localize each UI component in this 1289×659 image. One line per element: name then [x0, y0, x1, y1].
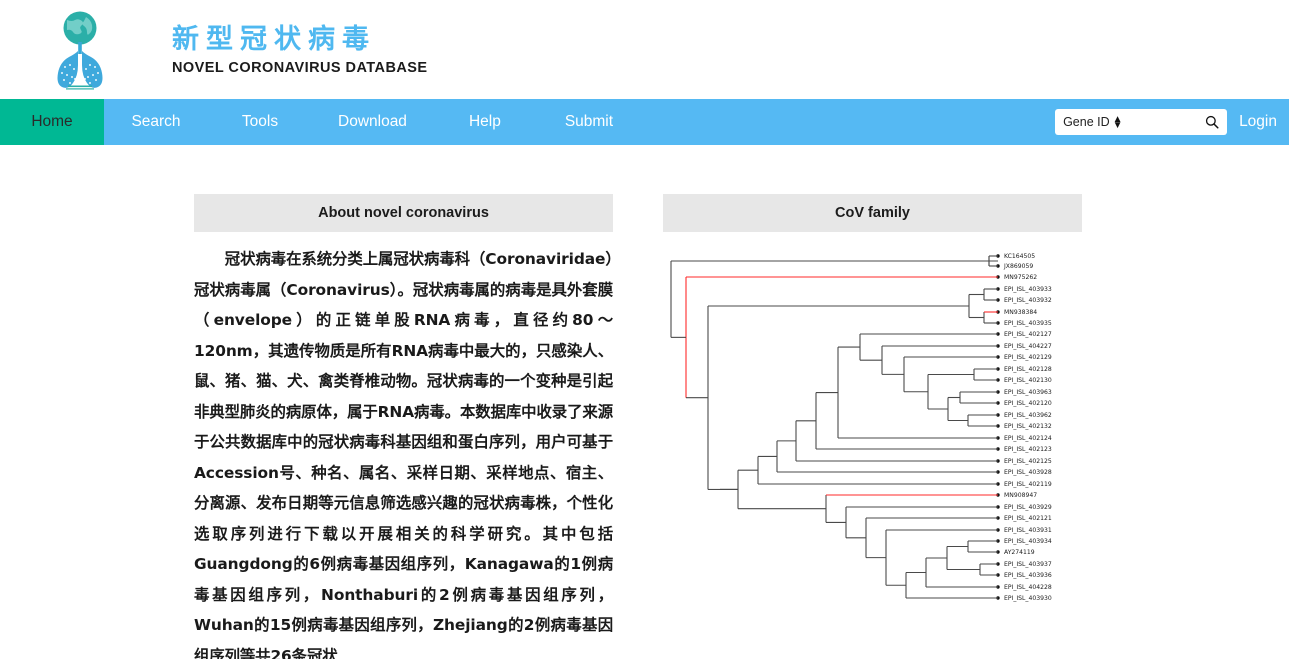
search-type-select[interactable]: Gene ID ▲ ▼ — [1063, 114, 1123, 131]
login-link[interactable]: Login — [1239, 113, 1277, 130]
search-input[interactable] — [1126, 114, 1202, 130]
tree-tip-label: EPI_ISL_403937 — [1004, 561, 1052, 568]
tree-tip-label: MN975262 — [1004, 274, 1037, 281]
page-content: About novel coronavirus 冠状病毒在系统分类上属冠状病毒科… — [0, 145, 1289, 659]
nav-item-search[interactable]: Search — [131, 113, 181, 130]
tree-tip-label: EPI_ISL_403963 — [1004, 389, 1052, 396]
search-box[interactable]: Gene ID ▲ ▼ — [1055, 109, 1228, 135]
nav-items: Home Search Tools Download Help Submit — [0, 99, 641, 145]
tree-tip-label: EPI_ISL_404228 — [1004, 584, 1052, 591]
tree-tip-label: EPI_ISL_403934 — [1004, 538, 1052, 545]
tree-tip-label: EPI_ISL_402129 — [1004, 354, 1052, 361]
phylogenetic-tree-container: KC164505 JX869059 MN975262 EPI_ISL_403933 EP… — [663, 232, 1082, 616]
tree-tip-label: EPI_ISL_403935 — [1004, 320, 1052, 327]
tree-tip-label: EPI_ISL_402130 — [1004, 377, 1052, 384]
site-header: 新型冠状病毒 NOVEL CORONAVIRUS DATABASE — [0, 0, 1289, 99]
tree-tip-label: EPI_ISL_402119 — [1004, 481, 1052, 488]
tree-tip-label: EPI_ISL_402132 — [1004, 423, 1052, 430]
nav-item-tools[interactable]: Tools — [241, 113, 279, 130]
nav-item-download[interactable]: Download — [338, 113, 407, 130]
tree-tip-label: EPI_ISL_403932 — [1004, 297, 1052, 304]
tree-tip-label: EPI_ISL_402124 — [1004, 435, 1052, 442]
tree-tip-label: AY274119 — [1004, 549, 1035, 556]
up-down-spinner-icon: ▲ ▼ — [1112, 114, 1123, 131]
nav-right-group: Gene ID ▲ ▼ Login — [1055, 99, 1289, 145]
about-panel-body: 冠状病毒在系统分类上属冠状病毒科（Coronaviridae）冠状病毒属（Cor… — [194, 250, 613, 659]
about-panel-title: About novel coronavirus — [194, 194, 613, 232]
tree-tip-label: EPI_ISL_403936 — [1004, 572, 1052, 579]
site-logo[interactable] — [30, 9, 130, 91]
tree-tip-label: EPI_ISL_402123 — [1004, 446, 1052, 453]
tree-tip-label: KC164505 — [1004, 253, 1035, 260]
globe-lungs-logo-icon — [57, 11, 103, 89]
nav-item-submit[interactable]: Submit — [564, 113, 614, 130]
tree-tip-label: JX869059 — [1003, 263, 1033, 270]
cov-family-panel-title: CoV family — [663, 194, 1082, 232]
tree-tip-label: EPI_ISL_402128 — [1004, 366, 1052, 373]
search-type-label: Gene ID — [1063, 115, 1110, 129]
tree-tip-label: EPI_ISL_403931 — [1004, 527, 1052, 534]
site-title-english: NOVEL CORONAVIRUS DATABASE — [172, 59, 428, 76]
site-title-block: 新型冠状病毒 NOVEL CORONAVIRUS DATABASE — [172, 23, 428, 76]
tree-tip-label: EPI_ISL_403929 — [1004, 504, 1052, 511]
tree-tip-label: EPI_ISL_403933 — [1004, 286, 1052, 293]
nav-item-help[interactable]: Help — [468, 113, 501, 130]
tree-tip-label: EPI_ISL_403928 — [1004, 469, 1052, 476]
site-title-chinese: 新型冠状病毒 — [172, 24, 376, 56]
nav-item-home[interactable]: Home — [0, 99, 104, 145]
cov-family-panel: CoV family KC164505 JX869059 MN975262 EPI_I… — [663, 194, 1082, 659]
about-panel: About novel coronavirus 冠状病毒在系统分类上属冠状病毒科… — [194, 194, 613, 659]
tree-tip-label: EPI_ISL_402121 — [1004, 515, 1052, 522]
tree-tip-label: EPI_ISL_402127 — [1004, 331, 1052, 338]
tree-tip-label: EPI_ISL_402125 — [1004, 458, 1052, 465]
tree-tip-label: MN908947 — [1004, 492, 1037, 499]
tree-tip-label: MN938384 — [1004, 309, 1037, 316]
magnifier-icon[interactable] — [1205, 115, 1219, 129]
main-navigation: Home Search Tools Download Help Submit G… — [0, 99, 1289, 145]
tree-tip-label: EPI_ISL_403930 — [1004, 595, 1052, 602]
tree-tip-label: EPI_ISL_403962 — [1004, 412, 1052, 419]
phylogenetic-tree-chart: KC164505 JX869059 MN975262 EPI_ISL_403933 EP… — [670, 253, 1052, 602]
tree-tip-label: EPI_ISL_402120 — [1004, 400, 1052, 407]
tree-tip-label: EPI_ISL_404227 — [1004, 343, 1052, 350]
